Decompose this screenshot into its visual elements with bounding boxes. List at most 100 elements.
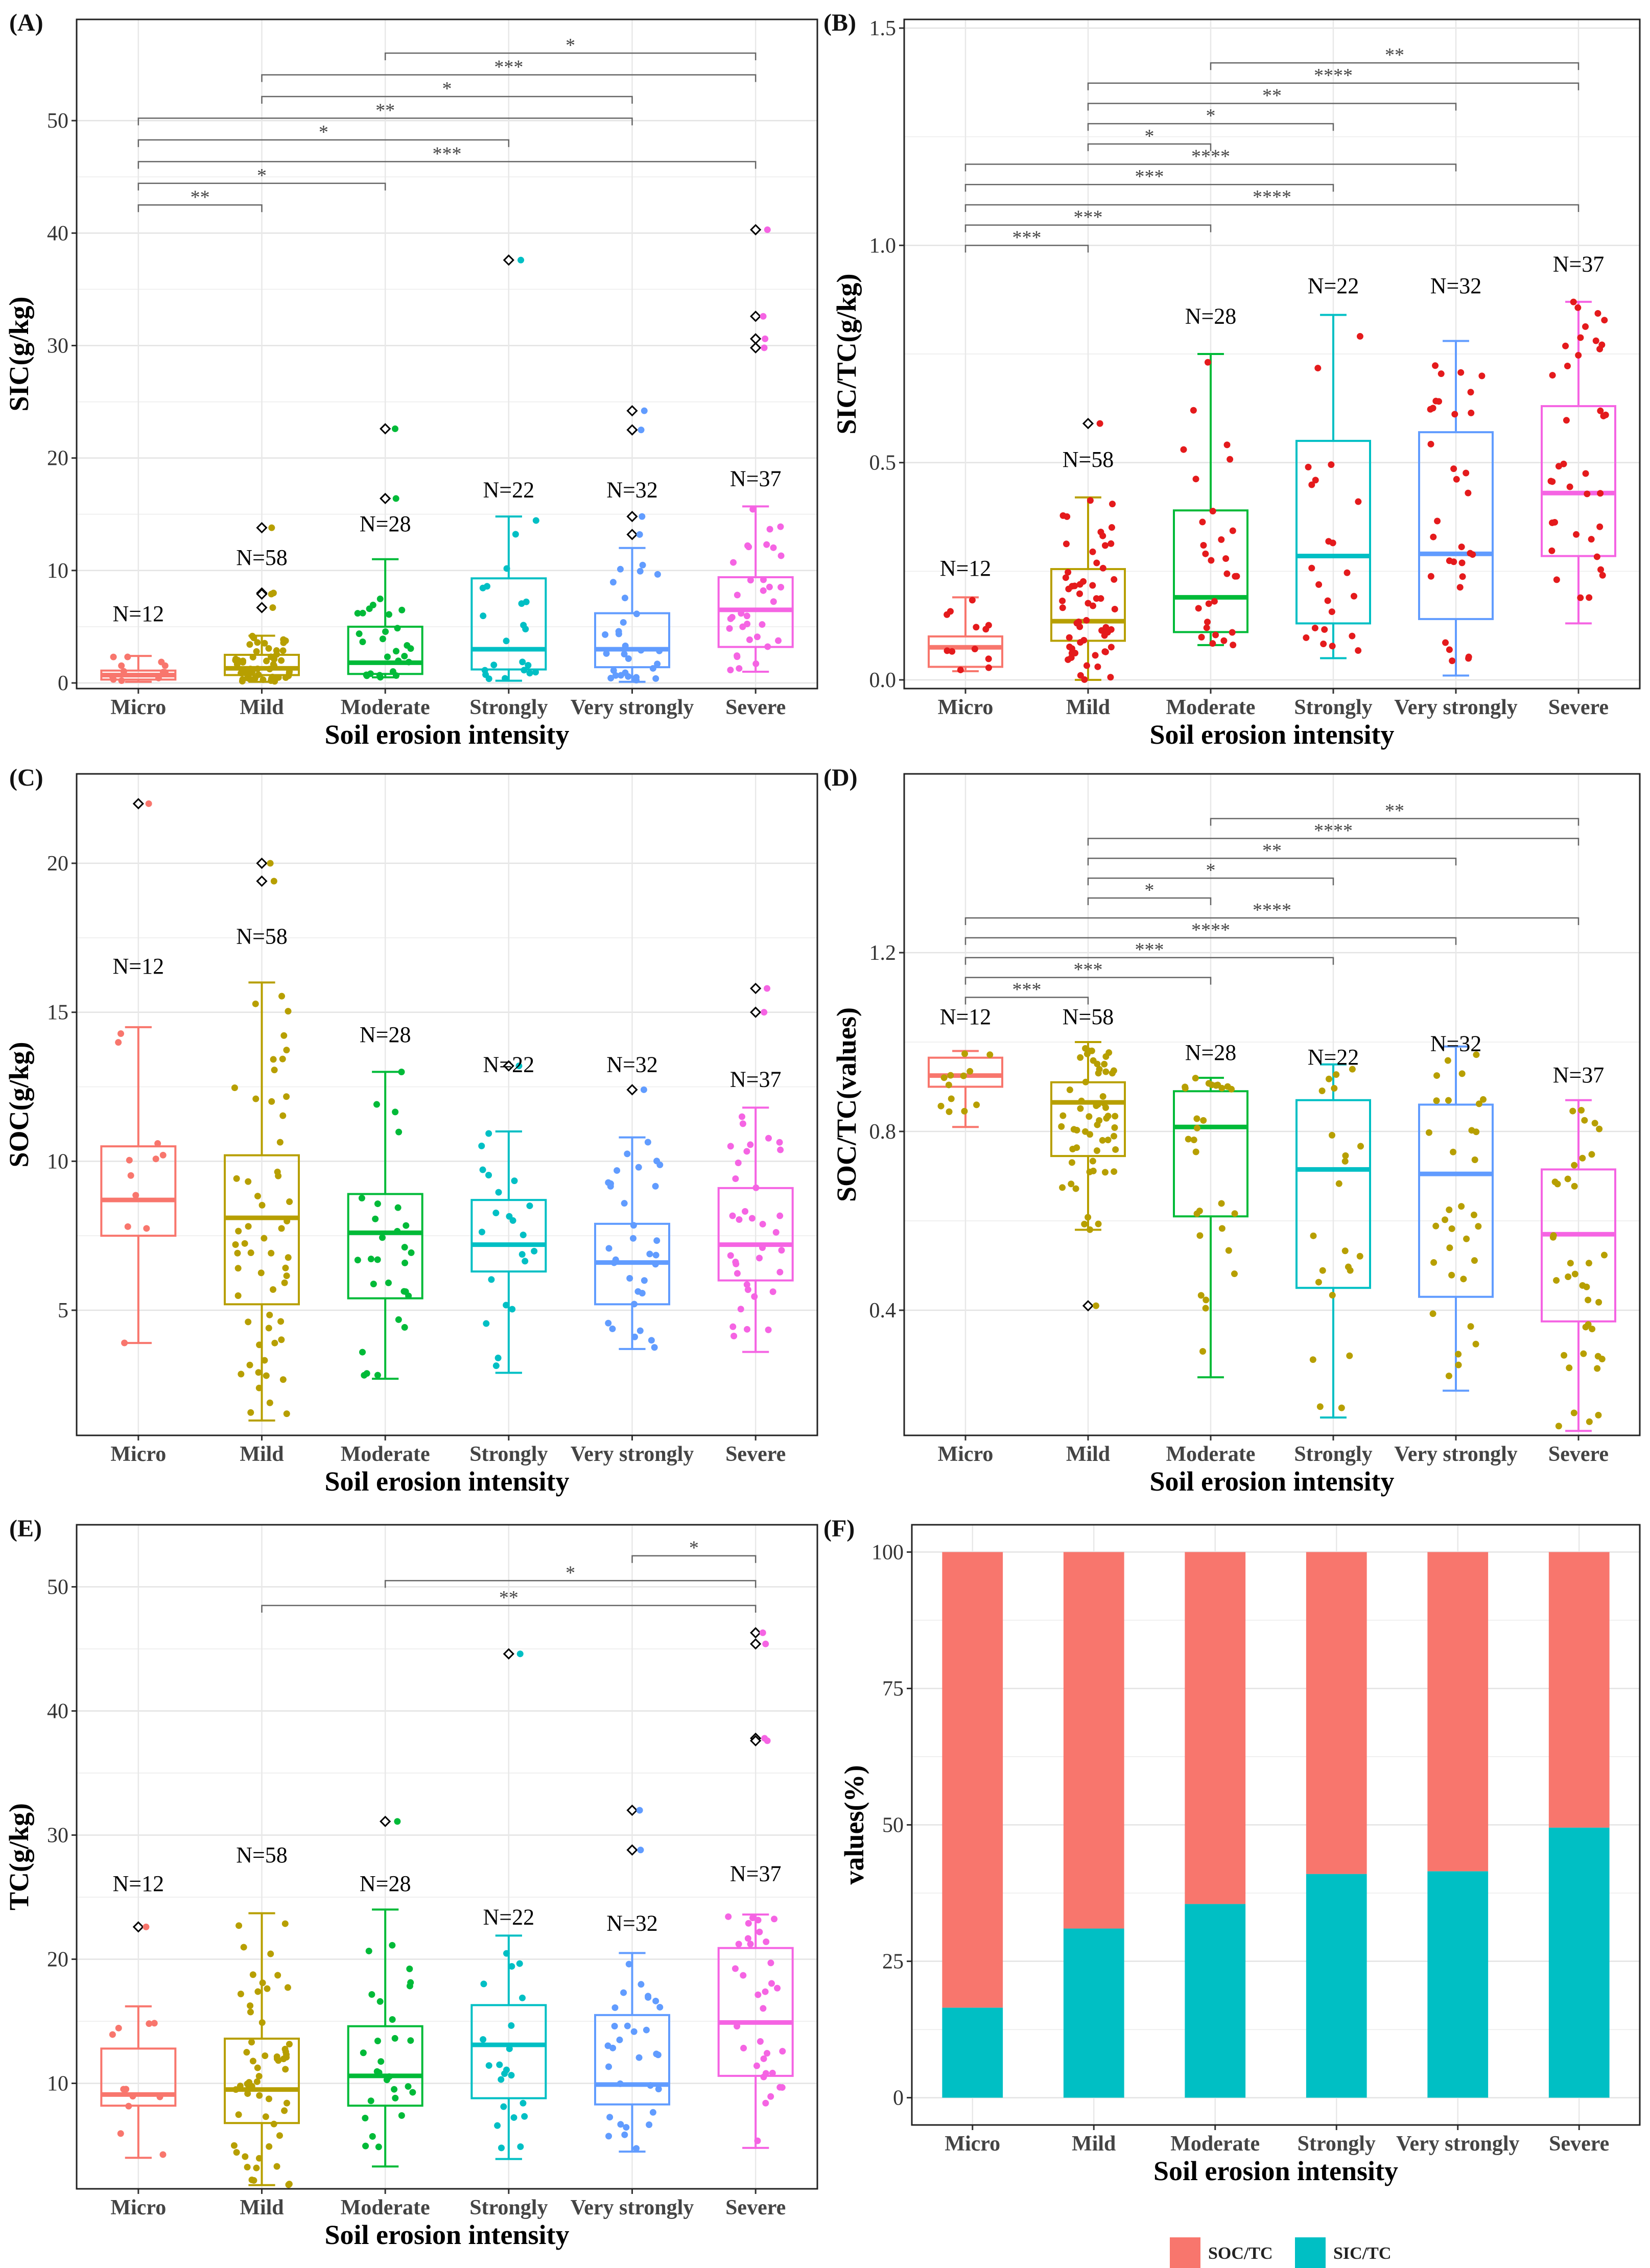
data-point [402,1259,409,1266]
outlier-marker [132,798,144,810]
data-point [498,2076,505,2083]
significance-bracket: * [631,1538,757,1563]
data-point [1229,629,1236,636]
data-point [146,2020,153,2027]
data-point [394,625,401,632]
data-point [241,1240,248,1247]
data-point [602,631,609,638]
x-tick-label: Very strongly [1394,1443,1518,1466]
box-iqr [347,625,423,675]
significance-bracket: ** [1087,85,1457,111]
data-point [265,2095,272,2102]
data-point [510,2114,517,2121]
data-point [255,2155,263,2162]
bracket-line [964,977,1212,985]
bracket-line [964,204,1580,212]
data-point [1564,363,1571,370]
x-tick-label: Mild [1066,1443,1110,1466]
data-point [752,660,760,667]
data-point [1467,389,1474,396]
data-point [1222,555,1230,562]
bar-soc-tc-severe [1548,1552,1610,1828]
data-point [261,1235,268,1242]
data-point [1341,1247,1349,1255]
data-point [1059,512,1067,519]
data-point [1591,1120,1598,1127]
data-point [480,612,487,620]
significance-label: ** [1262,840,1282,861]
data-point [605,2063,612,2070]
data-point [238,1371,245,1378]
data-point [762,1988,769,1995]
data-point [778,1247,785,1254]
data-point [1433,1097,1440,1104]
outlier-point [268,524,275,531]
significance-label: ** [499,1587,518,1609]
data-point [625,1960,632,1968]
significance-bracket: ** [261,1587,757,1613]
data-point [159,1151,167,1159]
box-strongly: N=22 [1295,1045,1371,1419]
data-point [522,1258,529,1265]
data-point [621,2131,628,2138]
outlier-point [764,985,771,992]
outlier-marker [750,982,762,995]
y-tick-label: 20 [47,447,68,470]
data-point [763,1938,770,1945]
data-point [286,1198,293,1206]
bar-sic-tc-moderate [1185,1904,1246,2098]
data-point [485,2062,492,2069]
bracket-line [1087,838,1580,846]
data-point [646,1250,653,1258]
x-axis-label: Soil erosion intensity [324,2219,569,2250]
outlier-point [641,407,648,414]
data-point [374,1256,381,1263]
data-point [1109,1070,1116,1077]
data-point [1442,639,1449,646]
box-iqr [717,1947,794,2077]
data-point [1571,1270,1578,1278]
data-point [623,2124,630,2131]
data-point [1554,1180,1561,1188]
data-point [1566,483,1573,490]
outlier-marker [256,875,268,887]
data-point [254,1193,261,1200]
data-point [268,1098,275,1105]
plot-area [77,19,817,689]
data-point [1203,624,1210,631]
y-tick-label: 10 [47,2072,68,2095]
outlier-point [517,256,525,264]
data-point [373,2068,381,2075]
data-point [656,647,663,654]
data-point [1209,640,1216,647]
data-point [249,2058,256,2065]
data-point [143,1225,150,1232]
data-point [1101,1169,1109,1176]
data-point [503,1302,510,1309]
data-point [622,642,629,649]
data-point [234,1265,242,1272]
data-point [1192,1148,1199,1155]
data-point [1104,1137,1112,1144]
data-point [379,635,386,643]
data-point [374,2038,381,2045]
data-point [1574,304,1582,311]
data-point [776,1268,784,1275]
data-point [285,1254,292,1261]
data-point [1600,412,1607,419]
data-point [117,2130,124,2137]
data-point [519,658,526,666]
x-tick-label: Severe [1548,1443,1609,1466]
data-point [1480,1096,1487,1103]
outlier-marker [503,254,514,266]
n-count-label: N=28 [360,511,411,536]
data-point [617,2080,624,2087]
data-point [756,1255,763,1262]
significance-label: *** [1074,959,1103,981]
data-point [737,1306,744,1313]
data-point [621,595,628,602]
data-point [1077,1054,1084,1061]
x-tick-label: Strongly [1294,696,1372,719]
data-point [263,657,270,665]
data-point [736,665,743,672]
